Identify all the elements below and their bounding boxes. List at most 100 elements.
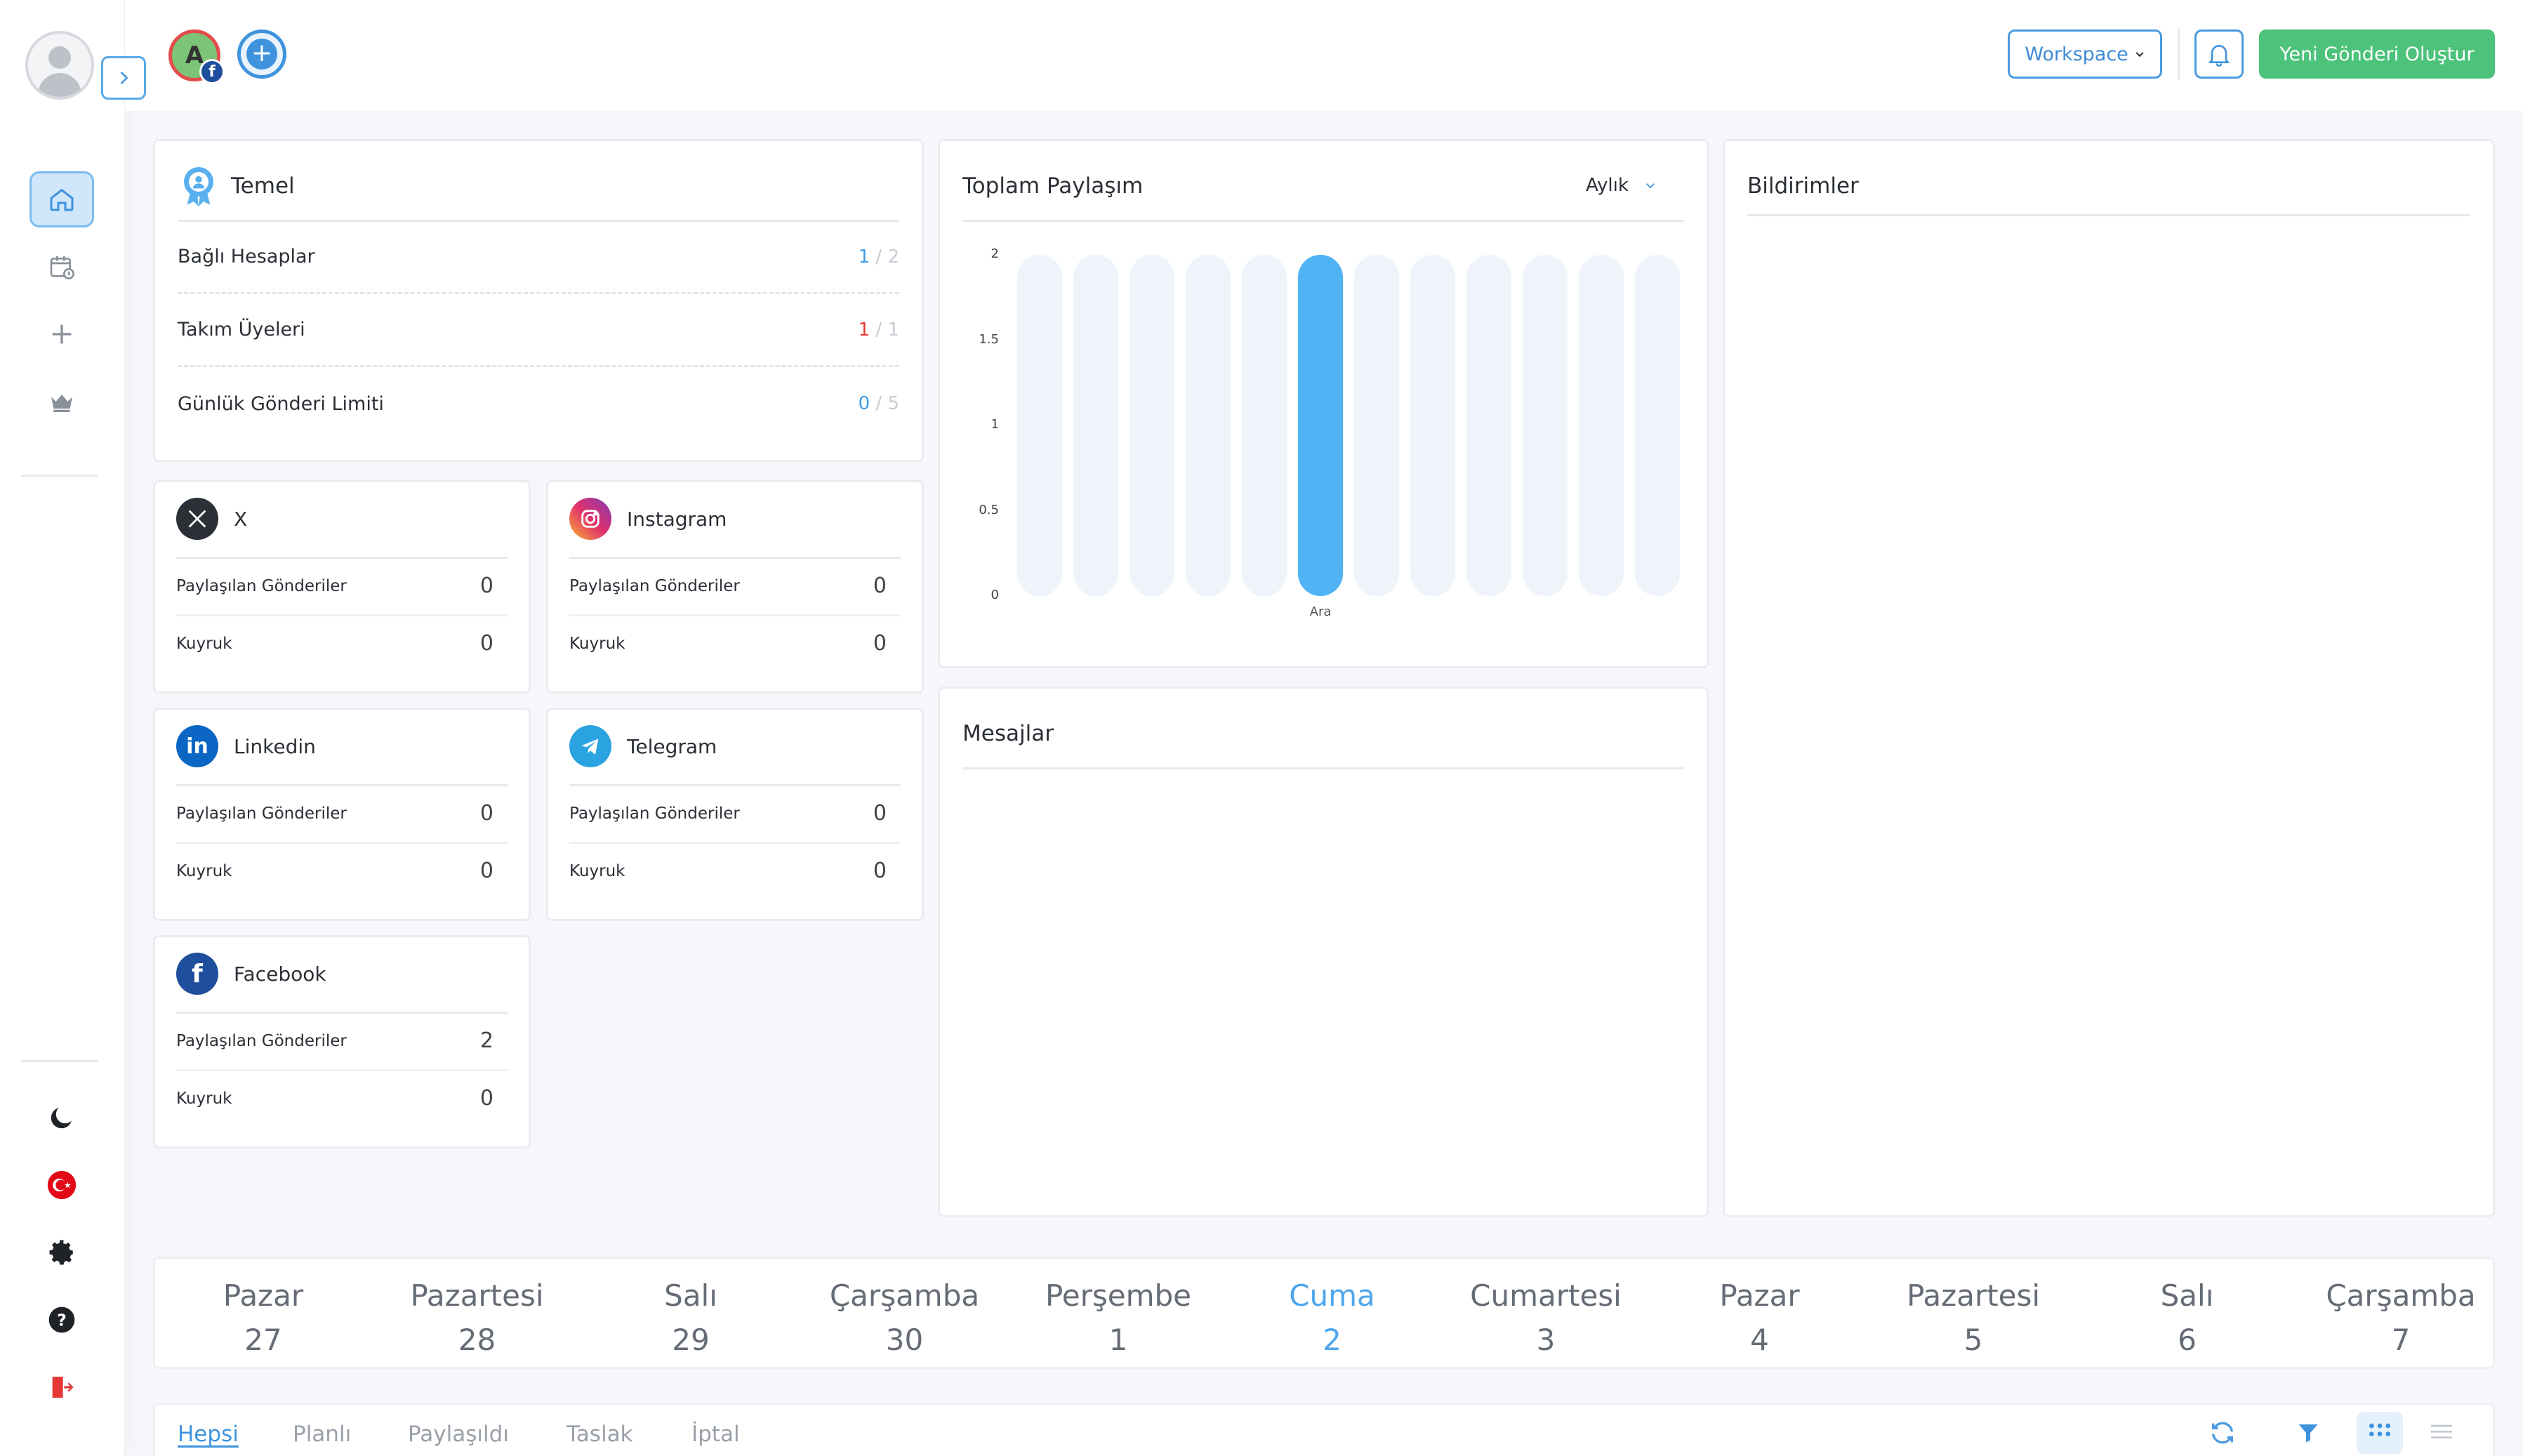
notifications-button[interactable] (2194, 29, 2244, 79)
calendar-day[interactable]: Pazartesi 28 (371, 1278, 584, 1357)
add-account-button[interactable]: + (237, 29, 286, 79)
y-tick-label: 1 (991, 417, 999, 432)
instagram-logo-icon (569, 498, 611, 540)
ratio-total: 1 (887, 319, 899, 340)
stat-label: Paylaşılan Gönderiler (176, 1031, 347, 1050)
facebook-badge-icon: f (199, 59, 225, 84)
plus-icon[interactable] (29, 306, 94, 362)
stat-value: 0 (479, 1086, 494, 1111)
day-number: 6 (2178, 1323, 2197, 1357)
social-card-header: Instagram (569, 498, 727, 540)
home-icon[interactable] (29, 171, 94, 227)
day-number: 3 (1536, 1323, 1556, 1357)
row-divider (569, 842, 901, 844)
card-divider (176, 1012, 508, 1014)
period-dropdown[interactable]: Aylık (1586, 175, 1657, 196)
queue-row: Kuyruk 0 (176, 859, 494, 883)
stat-value: 0 (873, 859, 887, 883)
bar-track (1410, 255, 1455, 596)
social-card-title: Telegram (627, 734, 717, 758)
sidebar-toggle-button[interactable] (101, 56, 146, 100)
bar-track (1242, 255, 1287, 596)
x-tick-label: Ara (1309, 604, 1332, 619)
temel-row-label: Takım Üyeleri (178, 319, 305, 340)
filter-tab[interactable]: Taslak (567, 1422, 633, 1447)
stat-label: Paylaşılan Gönderiler (176, 804, 347, 823)
shared-posts-row: Paylaşılan Gönderiler 0 (176, 574, 494, 598)
calendar-day[interactable]: Perşembe 1 (1012, 1278, 1225, 1357)
badge-icon (179, 165, 218, 209)
temel-card: Temel Bağlı Hesaplar 1 / 2 Takım Üyeleri 1 … (153, 139, 924, 462)
filter-tab[interactable]: İptal (691, 1422, 740, 1447)
list-view-button[interactable] (2418, 1412, 2465, 1454)
day-number: 4 (1750, 1323, 1769, 1357)
turkey-flag-icon[interactable] (29, 1157, 94, 1213)
calendar-day[interactable]: Salı 6 (2081, 1278, 2294, 1357)
y-tick-label: 0.5 (979, 502, 999, 517)
temel-row: Takım Üyeleri 1 / 1 (178, 294, 899, 367)
social-card-linkedin: in Linkedin Paylaşılan Gönderiler 0 Kuyruk 0 (153, 708, 531, 921)
user-avatar[interactable] (25, 31, 94, 100)
week-strip: Pazar 27 Pazartesi 28 Salı 29 Çarşamba 30 Perşem… (153, 1257, 2495, 1369)
bell-icon (2208, 45, 2230, 67)
stat-label: Kuyruk (176, 634, 232, 653)
bar-track (1073, 255, 1118, 596)
stat-label: Paylaşılan Gönderiler (176, 576, 347, 595)
shared-posts-row: Paylaşılan Gönderiler 2 (176, 1028, 494, 1053)
help-icon[interactable]: ? (29, 1292, 94, 1348)
day-name: Pazar (223, 1278, 304, 1313)
social-card-title: Facebook (234, 962, 326, 986)
bar-track (1466, 255, 1511, 596)
crown-icon[interactable] (29, 373, 94, 430)
plus-circle-icon: + (246, 39, 277, 70)
day-number: 30 (885, 1323, 924, 1357)
calendar-day[interactable]: Pazartesi 5 (1867, 1278, 2080, 1357)
social-card-header: in Linkedin (176, 725, 316, 767)
ratio-current: 1 (858, 319, 870, 340)
calendar-day[interactable]: Salı 29 (584, 1278, 797, 1357)
social-card-header: Telegram (569, 725, 717, 767)
row-divider (176, 614, 508, 616)
workspace-dropdown[interactable]: Workspace (2008, 29, 2162, 79)
svg-text:?: ? (57, 1310, 67, 1330)
calendar-icon[interactable] (29, 239, 94, 295)
linkedin-logo-icon: in (176, 725, 218, 767)
grid-view-button[interactable] (2357, 1412, 2403, 1454)
refresh-button[interactable] (2199, 1412, 2246, 1454)
social-card-header: f Facebook (176, 953, 326, 995)
filter-tab[interactable]: Planlı (293, 1422, 352, 1447)
facebook-logo-icon: f (176, 953, 218, 995)
calendar-day[interactable]: Cuma 2 (1226, 1278, 1439, 1357)
calendar-day[interactable]: Pazar 4 (1653, 1278, 1867, 1357)
day-name: Cuma (1289, 1278, 1375, 1313)
stat-value: 0 (479, 631, 494, 656)
stat-label: Paylaşılan Gönderiler (569, 576, 740, 595)
moon-icon[interactable] (29, 1090, 94, 1146)
refresh-icon (2212, 1422, 2233, 1444)
card-divider (962, 220, 1684, 222)
header-divider (2178, 28, 2180, 80)
card-divider (178, 220, 899, 222)
day-number: 28 (458, 1323, 496, 1357)
filter-button[interactable] (2285, 1412, 2331, 1454)
account-avatar[interactable]: A (168, 29, 220, 81)
calendar-day[interactable]: Çarşamba 30 (798, 1278, 1012, 1357)
temel-title: Temel (231, 173, 295, 199)
stat-value: 0 (479, 801, 494, 826)
calendar-day[interactable]: Pazar 27 (157, 1278, 370, 1357)
y-tick-label: 2 (991, 246, 999, 261)
day-name: Cumartesi (1470, 1278, 1622, 1313)
filter-tab[interactable]: Paylaşıldı (408, 1422, 509, 1447)
card-divider (569, 784, 901, 786)
stat-label: Kuyruk (569, 634, 625, 653)
logout-icon[interactable] (29, 1359, 94, 1415)
new-post-button[interactable]: Yeni Gönderi Oluştur (2259, 29, 2495, 79)
calendar-day[interactable]: Cumartesi 3 (1439, 1278, 1653, 1357)
telegram-logo-icon (569, 725, 611, 767)
bar[interactable] (1298, 255, 1343, 596)
stat-label: Kuyruk (176, 861, 232, 880)
calendar-day[interactable]: Çarşamba 7 (2294, 1278, 2508, 1357)
gear-icon[interactable] (29, 1224, 94, 1280)
messages-title: Mesajlar (962, 721, 1054, 746)
filter-tab[interactable]: Hepsi (178, 1422, 239, 1447)
